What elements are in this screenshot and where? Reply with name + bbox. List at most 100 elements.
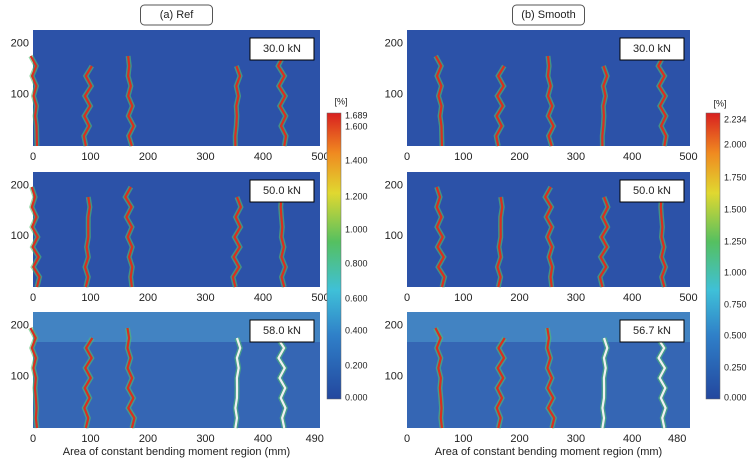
crack xyxy=(29,55,39,147)
x-tick-label: 0 xyxy=(30,151,36,163)
crack xyxy=(656,55,668,147)
x-tick-label: 400 xyxy=(254,433,272,445)
load-box xyxy=(619,37,685,61)
colorbar-max: 1.689 xyxy=(345,110,368,120)
colorbar xyxy=(326,112,342,400)
y-tick-label: 200 xyxy=(385,37,403,49)
load-box xyxy=(249,179,315,203)
colorbar-tick: 0.400 xyxy=(345,325,368,335)
crack xyxy=(658,186,667,288)
load-box xyxy=(619,319,685,343)
colorbar-tick: 0.500 xyxy=(724,330,747,340)
x-tick-label: 100 xyxy=(454,292,472,304)
y-tick-label: 200 xyxy=(11,37,29,49)
x-tick-label: 200 xyxy=(139,151,157,163)
x-tick-label: 300 xyxy=(567,151,585,163)
x-tick-label: 300 xyxy=(567,292,585,304)
crack xyxy=(29,327,39,429)
x-tick-label: 400 xyxy=(623,433,641,445)
y-tick-label: 200 xyxy=(11,179,29,191)
crack xyxy=(234,337,242,429)
crack xyxy=(496,196,504,288)
x-tick-label: 0 xyxy=(30,292,36,304)
colorbar-tick: 2.000 xyxy=(724,139,747,149)
y-tick-label: 100 xyxy=(11,89,29,101)
colorbar-tick: 1.750 xyxy=(724,172,747,182)
x-tick-label: 300 xyxy=(196,292,214,304)
x-tick-label: 200 xyxy=(510,292,528,304)
crack xyxy=(601,337,609,429)
crack xyxy=(495,65,506,147)
x-tick-label: 300 xyxy=(567,433,585,445)
crack xyxy=(598,196,610,288)
load-label: 50.0 kN xyxy=(263,185,301,197)
y-tick-label: 100 xyxy=(11,371,29,383)
colorbar-tick: 1.600 xyxy=(345,121,368,131)
crack xyxy=(495,337,506,429)
title-box xyxy=(512,4,585,26)
colorbar-tick: 0.600 xyxy=(345,293,368,303)
x-tick-label: 400 xyxy=(254,292,272,304)
crack xyxy=(546,327,556,429)
colorbar-tick: 1.000 xyxy=(724,267,747,277)
panel-title: (a) Ref xyxy=(160,9,195,21)
crack xyxy=(83,337,94,429)
crack xyxy=(434,327,444,429)
colorbar-tick: 0.800 xyxy=(345,258,368,268)
x-tick-label: 480 xyxy=(668,433,686,445)
x-tick-label: 0 xyxy=(404,151,410,163)
colorbar-unit: [%] xyxy=(713,98,726,108)
crack xyxy=(234,65,242,147)
load-box xyxy=(249,37,315,61)
x-axis-label: Area of constant bending moment region (… xyxy=(63,446,290,458)
x-tick-label: 0 xyxy=(404,433,410,445)
y-tick-label: 100 xyxy=(385,230,403,242)
x-axis-label: Area of constant bending moment region (… xyxy=(435,446,662,458)
x-tick-label: 490 xyxy=(306,433,324,445)
colorbar-tick: 0.000 xyxy=(724,392,747,402)
load-label: 58.0 kN xyxy=(263,325,301,337)
colorbar-tick: 1.400 xyxy=(345,155,368,165)
crack xyxy=(82,65,93,147)
x-tick-label: 100 xyxy=(454,151,472,163)
crack xyxy=(435,186,446,288)
x-tick-label: 200 xyxy=(510,151,528,163)
x-tick-label: 300 xyxy=(196,151,214,163)
x-tick-label: 0 xyxy=(30,433,36,445)
crack xyxy=(434,55,444,147)
crack xyxy=(231,196,243,288)
y-tick-label: 100 xyxy=(11,230,29,242)
x-tick-label: 100 xyxy=(81,433,99,445)
colorbar-max: 2.234 xyxy=(724,114,747,124)
x-tick-label: 400 xyxy=(623,292,641,304)
colorbar-tick: 0.200 xyxy=(345,360,368,370)
colorbar-tick: 1.500 xyxy=(724,204,747,214)
x-tick-label: 400 xyxy=(254,151,272,163)
x-tick-label: 100 xyxy=(81,151,99,163)
crack xyxy=(277,186,287,288)
y-tick-label: 200 xyxy=(11,319,29,331)
colorbar-tick: 1.250 xyxy=(724,236,747,246)
panel-title: (b) Smooth xyxy=(521,9,575,21)
crack xyxy=(656,327,667,429)
y-tick-label: 200 xyxy=(385,319,403,331)
x-tick-label: 200 xyxy=(139,292,157,304)
x-tick-label: 500 xyxy=(679,292,697,304)
load-label: 30.0 kN xyxy=(633,43,671,55)
crack xyxy=(276,55,288,147)
x-tick-label: 100 xyxy=(454,433,472,445)
colorbar-tick: 1.000 xyxy=(345,224,368,234)
crack xyxy=(601,65,609,147)
load-label: 30.0 kN xyxy=(263,43,301,55)
crack xyxy=(126,327,136,429)
title-box xyxy=(140,4,213,26)
colorbar-tick: 1.200 xyxy=(345,191,368,201)
x-tick-label: 500 xyxy=(679,151,697,163)
crack xyxy=(83,196,91,288)
colorbar-tick: 0.000 xyxy=(345,392,368,402)
crack xyxy=(546,55,555,147)
x-tick-label: 500 xyxy=(311,151,329,163)
x-tick-label: 400 xyxy=(623,151,641,163)
crack xyxy=(124,186,134,288)
